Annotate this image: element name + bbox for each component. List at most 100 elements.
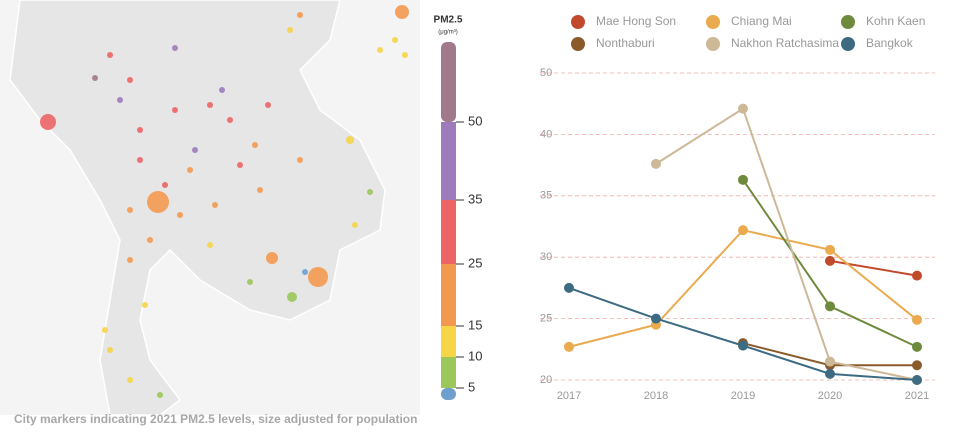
map: City markers indicating 2021 PM2.5 level… — [0, 0, 482, 426]
data-point — [738, 103, 748, 114]
city-marker — [137, 127, 143, 133]
legend-swatch — [706, 37, 720, 51]
city-marker — [237, 162, 243, 168]
city-marker — [107, 347, 113, 353]
data-point — [912, 270, 922, 281]
city-marker — [247, 279, 253, 285]
legend-label: Nakhon Ratchasima — [731, 36, 839, 50]
city-marker — [377, 47, 383, 53]
data-point — [912, 375, 922, 385]
city-marker — [395, 5, 409, 19]
city-marker — [127, 207, 133, 213]
data-point — [738, 340, 748, 351]
data-point — [825, 356, 835, 367]
data-point — [738, 225, 748, 236]
legend-label: Mae Hong Son — [596, 14, 676, 28]
city-marker — [219, 87, 225, 93]
city-marker — [107, 52, 113, 58]
legend-swatch — [841, 15, 855, 29]
data-point — [738, 174, 748, 185]
city-marker — [297, 12, 303, 18]
y-tick-label: 25 — [540, 313, 552, 325]
line-chart: 20 25 30 35 40 50 2017 2018 2019 2020 2021 Mae Hong… — [540, 14, 935, 402]
city-marker — [257, 187, 263, 193]
city-marker — [212, 202, 218, 208]
scale-band — [441, 326, 456, 357]
legend-swatch — [841, 37, 855, 51]
city-marker — [157, 392, 163, 398]
city-marker — [346, 136, 354, 144]
x-tick-label: 2019 — [731, 390, 755, 402]
city-marker — [172, 107, 178, 113]
city-marker — [297, 157, 303, 163]
scale-band — [441, 200, 456, 264]
legend-title: PM2.5 — [434, 15, 463, 26]
city-marker — [127, 377, 133, 383]
city-marker — [252, 142, 258, 148]
color-scale: 5 10 15 25 35 50 — [441, 42, 482, 400]
legend-label: Nonthaburi — [596, 36, 655, 50]
data-point — [825, 301, 835, 312]
city-marker — [162, 182, 168, 188]
scale-tick-label: 5 — [468, 379, 475, 394]
x-tick-label: 2018 — [644, 390, 668, 402]
city-marker — [147, 191, 169, 213]
city-marker — [207, 102, 213, 108]
series-line — [655, 107, 918, 381]
city-marker — [117, 97, 123, 103]
city-marker — [287, 27, 293, 33]
scale-band — [441, 357, 456, 388]
city-marker — [302, 269, 308, 275]
x-tick-label: 2020 — [818, 390, 842, 402]
x-tick-label: 2021 — [905, 390, 929, 402]
city-marker — [207, 242, 213, 248]
city-marker — [187, 167, 193, 173]
city-marker — [352, 222, 358, 228]
data-point — [912, 360, 922, 371]
city-marker — [392, 37, 398, 43]
city-marker — [127, 257, 133, 263]
markers — [40, 5, 409, 398]
city-marker — [102, 327, 108, 333]
scale-tick-label: 50 — [468, 113, 482, 128]
series-line — [568, 229, 918, 348]
data-point — [564, 341, 574, 352]
scale-tick-label: 10 — [468, 348, 482, 363]
y-tick-label: 40 — [540, 128, 552, 140]
scale-band — [441, 264, 456, 326]
legend-swatch — [571, 37, 585, 51]
legend-swatch — [706, 15, 720, 29]
legend-label: Bangkok — [866, 36, 914, 50]
city-marker — [287, 292, 297, 302]
city-marker — [227, 117, 233, 123]
legend-swatch — [571, 15, 585, 29]
legend-unit: (μg/m³) — [438, 30, 457, 36]
x-tick-label: 2017 — [557, 390, 581, 402]
city-marker — [177, 212, 183, 218]
city-marker — [127, 77, 133, 83]
city-marker — [137, 157, 143, 163]
legend-label: Kohn Kaen — [866, 14, 925, 28]
city-marker — [142, 302, 148, 308]
scale-tick-label: 35 — [468, 191, 482, 206]
scale-band — [441, 42, 456, 122]
city-marker — [192, 147, 198, 153]
scale-tick-label: 15 — [468, 317, 482, 332]
series-line — [829, 259, 918, 277]
y-tick-label: 30 — [540, 251, 552, 263]
data-point — [651, 313, 661, 324]
city-marker — [266, 252, 278, 264]
city-marker — [147, 237, 153, 243]
y-tick-label: 20 — [540, 374, 552, 386]
legend-label: Chiang Mai — [731, 14, 792, 28]
data-point — [651, 158, 661, 169]
city-marker — [308, 267, 328, 287]
data-point — [564, 282, 574, 293]
scale-tick-label: 25 — [468, 255, 482, 270]
city-marker — [367, 189, 373, 195]
y-tick-label: 35 — [540, 190, 552, 202]
data-point — [825, 255, 835, 266]
city-marker — [402, 52, 408, 58]
land — [9, 0, 386, 416]
